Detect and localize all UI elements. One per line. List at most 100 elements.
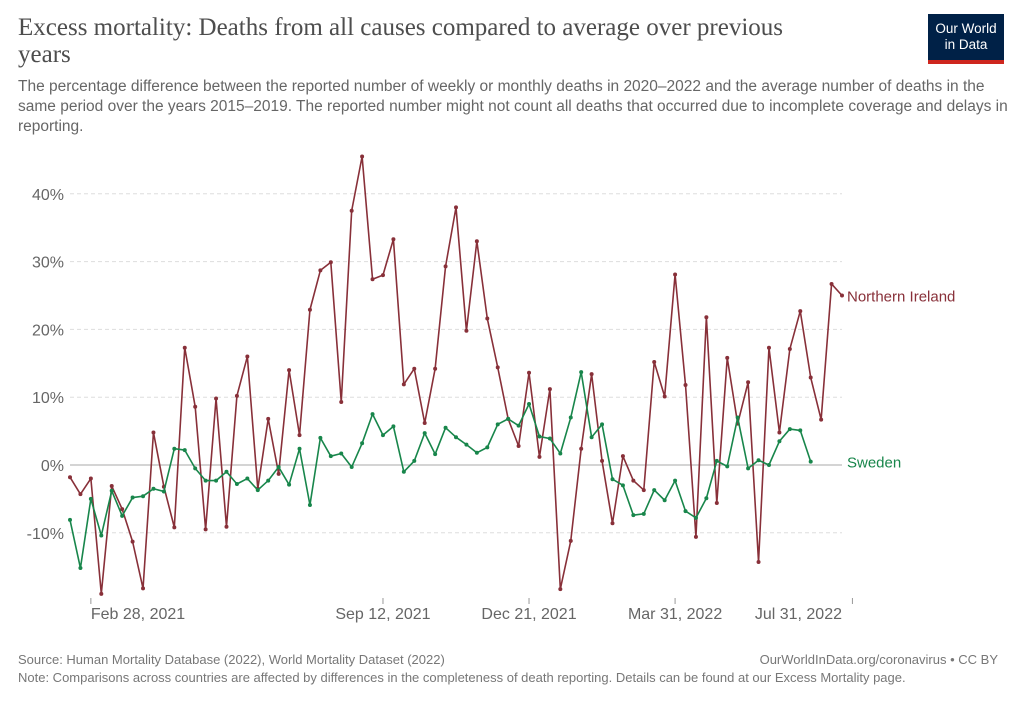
data-point (787, 347, 792, 352)
data-point (68, 517, 72, 522)
data-point (568, 415, 573, 420)
data-point (307, 307, 312, 312)
data-point (214, 396, 219, 401)
owid-logo[interactable]: Our World in Data (928, 14, 1004, 64)
data-point (224, 469, 229, 474)
data-point (527, 370, 532, 375)
data-point (370, 412, 375, 417)
data-point (725, 355, 730, 360)
y-tick-label: 20% (32, 322, 64, 339)
data-point (495, 422, 500, 427)
data-point (474, 450, 479, 455)
data-point (704, 315, 709, 320)
y-tick-label: 0% (41, 458, 64, 475)
data-point (266, 478, 271, 483)
data-point (798, 309, 803, 314)
series-line-sweden[interactable] (69, 371, 812, 569)
data-point (840, 293, 844, 298)
data-point (454, 205, 458, 210)
data-point (391, 424, 396, 429)
data-point (641, 488, 646, 493)
data-point (610, 521, 615, 526)
data-point (662, 498, 667, 503)
series-label[interactable]: Sweden (847, 455, 901, 472)
data-point (443, 264, 448, 269)
data-point (777, 430, 782, 435)
data-point (193, 466, 198, 471)
x-tick-label: Mar 31, 2022 (628, 606, 722, 623)
data-point (193, 404, 198, 409)
data-point (756, 458, 761, 463)
data-point (766, 463, 771, 467)
data-point (422, 431, 427, 436)
data-point (151, 430, 156, 435)
data-point (255, 488, 260, 493)
x-tick-label: Dec 21, 2021 (481, 606, 576, 623)
data-point (276, 465, 281, 470)
data-point (683, 509, 688, 514)
data-point (120, 513, 125, 518)
data-point (245, 354, 250, 359)
data-point (380, 273, 385, 278)
data-point (266, 416, 271, 421)
series-label[interactable]: Northern Ireland (847, 289, 955, 306)
data-point (297, 433, 302, 438)
data-point (370, 277, 375, 282)
data-point (68, 475, 72, 480)
data-point (746, 466, 751, 471)
data-point (203, 527, 208, 532)
data-point (693, 534, 698, 539)
data-point (120, 507, 125, 512)
data-point (693, 515, 698, 520)
data-point (829, 281, 834, 286)
data-point (182, 448, 187, 453)
data-point (318, 268, 323, 273)
data-point (714, 500, 719, 505)
data-point (109, 484, 114, 489)
data-point (464, 328, 469, 333)
data-point (485, 445, 490, 450)
data-point (756, 559, 761, 564)
data-point (88, 476, 93, 481)
data-point (631, 513, 636, 518)
data-point (652, 359, 657, 364)
logo-line-1: Our World (935, 21, 997, 36)
data-point (777, 439, 782, 444)
site-link[interactable]: OurWorldInData.org/coronavirus • CC BY (759, 652, 998, 667)
data-point (506, 416, 511, 421)
line-chart: -10% 0% 10% 20% 30% 40% Feb 28, 2021 Sep 12, 2… (27, 154, 955, 623)
data-point (349, 208, 354, 213)
data-point (495, 365, 500, 370)
data-point (558, 587, 563, 592)
data-point (662, 394, 667, 399)
data-point (307, 503, 312, 508)
y-axis-ticks: -10% 0% 10% 20% 30% 40% (27, 187, 64, 543)
data-point (787, 427, 792, 432)
data-point (412, 366, 417, 371)
data-point (141, 494, 146, 499)
data-point (537, 454, 542, 459)
data-point (485, 316, 490, 321)
data-point (725, 464, 730, 469)
data-point (819, 417, 824, 422)
data-point (714, 458, 719, 463)
data-point (422, 420, 427, 425)
data-point (401, 382, 406, 387)
data-point (568, 538, 573, 543)
data-point (589, 435, 594, 440)
data-point (297, 446, 302, 451)
data-point (464, 442, 469, 447)
data-point (746, 380, 751, 385)
series-line-northern-ireland[interactable] (69, 155, 843, 595)
data-point (224, 524, 229, 529)
data-point (234, 481, 239, 486)
logo-line-2: in Data (944, 37, 988, 52)
data-point (547, 387, 552, 392)
gridlines (70, 193, 842, 534)
data-point (109, 488, 114, 493)
data-point (172, 446, 177, 451)
data-point (172, 525, 177, 530)
data-point (443, 425, 448, 430)
data-point (454, 435, 458, 440)
data-point (673, 272, 678, 277)
